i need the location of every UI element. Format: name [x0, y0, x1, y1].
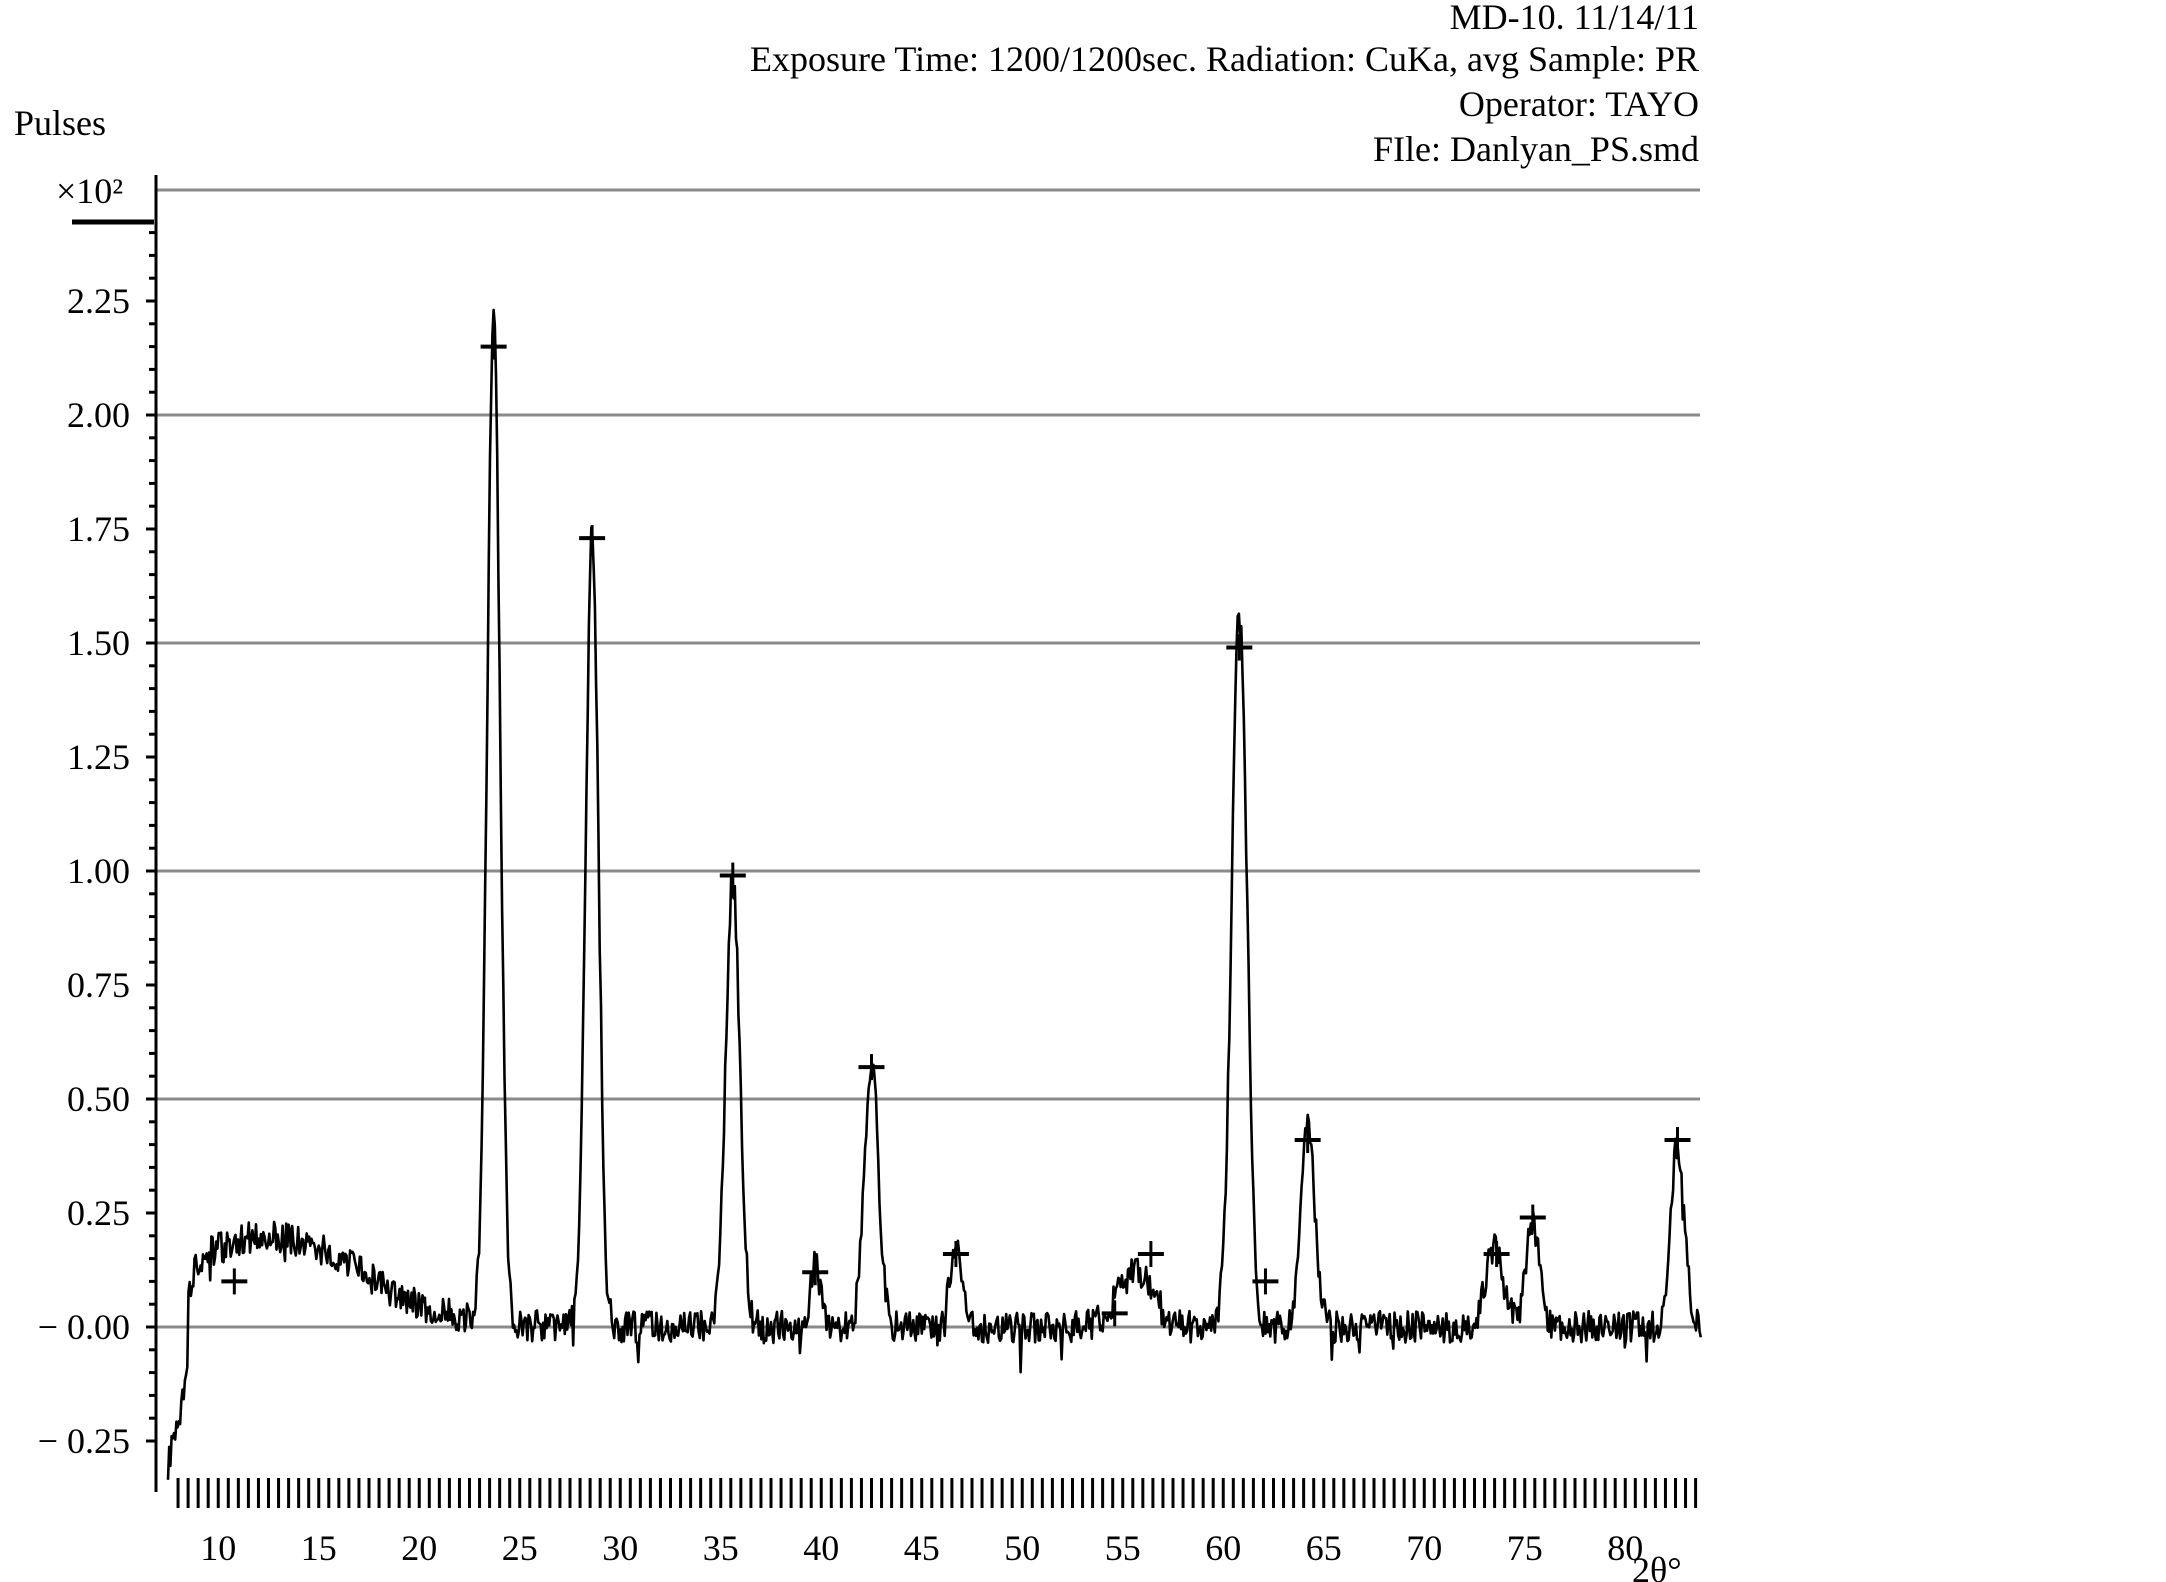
y-scale-label: ×10² — [56, 171, 123, 211]
x-tick-label: 30 — [602, 1528, 638, 1568]
peak-marker — [579, 525, 606, 552]
y-axis-title: Pulses — [14, 103, 106, 143]
x-tick-label: 35 — [703, 1528, 739, 1568]
header-line-3: Operator: TAYO — [1458, 84, 1699, 124]
y-ticks — [146, 231, 156, 1443]
series-line — [166, 308, 1703, 1480]
y-tick-label: 1.50 — [67, 623, 130, 663]
x-tick-label: 15 — [301, 1528, 337, 1568]
x-tick-label: 45 — [904, 1528, 940, 1568]
peak-marker — [858, 1054, 885, 1081]
peak-marker — [1137, 1241, 1164, 1268]
y-tick-label: 1.00 — [67, 851, 130, 891]
x-tick-label: 40 — [803, 1528, 839, 1568]
y-tick-label: − 0.00 — [38, 1307, 130, 1347]
x-tick-label: 75 — [1507, 1528, 1543, 1568]
peak-marker — [1664, 1127, 1691, 1154]
peak-marker — [1483, 1241, 1510, 1268]
x-tick-label: 60 — [1205, 1528, 1241, 1568]
y-tick-label: 0.50 — [67, 1079, 130, 1119]
y-tick-label: 0.75 — [67, 965, 130, 1005]
x-tick-label: 70 — [1406, 1528, 1442, 1568]
peak-marker — [1101, 1300, 1128, 1327]
y-tick-label: 1.75 — [67, 509, 130, 549]
y-tick-label: − 0.25 — [38, 1421, 130, 1461]
peak-markers — [221, 333, 1691, 1327]
peak-marker — [1226, 634, 1253, 661]
x-tick-labels: 10 15 20 25 30 35 40 45 50 55 60 65 70 75 80 — [200, 1528, 1643, 1568]
header-line-2: Exposure Time: 1200/1200sec. Radiation: … — [750, 39, 1699, 79]
x-tick-label: 10 — [200, 1528, 236, 1568]
header-line-1: MD-10. 11/14/11 — [1449, 0, 1699, 37]
peak-marker — [1294, 1127, 1321, 1154]
x-tick-label: 55 — [1105, 1528, 1141, 1568]
peak-marker — [480, 333, 507, 360]
x-tick-label: 25 — [502, 1528, 538, 1568]
x-tick-label: 50 — [1004, 1528, 1040, 1568]
y-tick-label: 2.00 — [67, 395, 130, 435]
axes — [72, 175, 158, 1492]
peak-marker — [1519, 1204, 1546, 1231]
peak-marker — [942, 1241, 969, 1268]
x-axis-title: 2θ° — [1632, 1550, 1682, 1582]
peak-marker — [221, 1268, 248, 1295]
y-tick-labels: − 0.25 − 0.00 0.25 0.50 0.75 1.00 1.25 1.50 1.75… — [38, 281, 130, 1461]
peak-marker — [1252, 1268, 1279, 1295]
x-tick-label: 80 — [1607, 1528, 1643, 1568]
x-tick-label: 65 — [1306, 1528, 1342, 1568]
x-tick-label: 20 — [401, 1528, 437, 1568]
y-tick-label: 2.25 — [67, 281, 130, 321]
x-ticks — [176, 1478, 1698, 1508]
peak-marker — [802, 1259, 829, 1286]
peak-marker — [719, 862, 746, 889]
y-tick-label: 1.25 — [67, 737, 130, 777]
y-tick-label: 0.25 — [67, 1193, 130, 1233]
gridlines — [156, 188, 1700, 1329]
header-line-4: FIle: Danlyan_PS.smd — [1372, 129, 1699, 169]
